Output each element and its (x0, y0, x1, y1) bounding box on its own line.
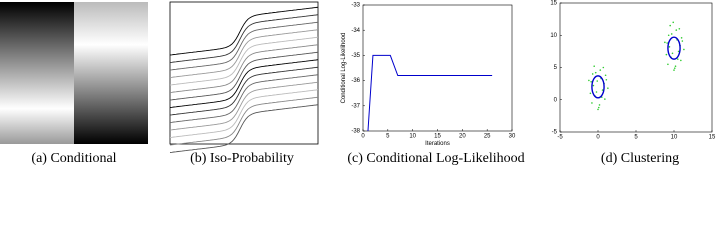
iso-curve (169, 66, 319, 116)
iso-curve (169, 14, 319, 63)
caption: (d) Clustering (601, 151, 679, 166)
point (664, 41, 666, 44)
x-tick-label: 30 (509, 134, 516, 140)
iso-curve (169, 51, 319, 101)
y-tick-label: -37 (351, 103, 360, 109)
line (367, 54, 493, 132)
point (597, 108, 599, 111)
point (683, 48, 685, 51)
point (678, 28, 681, 30)
x-tick-label: -5 (557, 135, 563, 141)
y-tick-label: 15 (550, 1, 557, 7)
x-tick-label: 5 (386, 134, 390, 140)
point (596, 80, 599, 82)
y-tick-label: -5 (552, 130, 558, 136)
caption: (c) Conditional Log-Likelihood (347, 151, 524, 166)
iso-curve (169, 89, 319, 138)
panel-a-image (0, 2, 148, 144)
point (680, 59, 682, 62)
iso-curve (169, 59, 319, 108)
point (604, 74, 607, 77)
point (589, 92, 592, 95)
point (680, 37, 683, 39)
point (599, 69, 602, 71)
y-tick-label: -35 (351, 53, 360, 59)
y-tick-label: 5 (554, 65, 558, 71)
x-tick-label: 0 (596, 135, 600, 141)
image-right (74, 2, 148, 144)
point (593, 65, 595, 68)
point (591, 73, 594, 75)
iso-curve (169, 29, 319, 78)
point (671, 52, 674, 55)
image-left (0, 2, 74, 144)
point (667, 34, 670, 37)
figure: (a) Conditional (b) Iso-Probability (c) … (0, 1, 716, 166)
point (602, 66, 605, 69)
caption: (a) Conditional (31, 151, 116, 166)
cluster-ellipse (591, 75, 605, 99)
x-tick-label: 25 (484, 134, 491, 140)
iso-curve (169, 96, 319, 146)
point (668, 46, 671, 48)
point (604, 98, 606, 100)
panel-b-contours (169, 1, 319, 153)
point (674, 65, 677, 68)
point (672, 21, 675, 24)
y-tick-label: 0 (554, 97, 558, 103)
x-tick-label: 15 (709, 135, 716, 141)
iso-curve (169, 21, 319, 71)
x-tick-label: 0 (361, 134, 365, 140)
iso-curve (169, 44, 319, 93)
point (667, 63, 669, 66)
point (670, 33, 673, 35)
y-tick-label: -33 (351, 3, 360, 9)
plot-frame (362, 4, 513, 132)
point (673, 67, 676, 69)
x-axis-label: Iterations (425, 141, 450, 147)
point (590, 80, 592, 83)
point (673, 69, 675, 71)
point (675, 29, 678, 31)
point (681, 40, 684, 42)
point (665, 53, 668, 56)
point (601, 89, 604, 91)
point (597, 106, 600, 109)
x-tick-label: 5 (634, 135, 638, 141)
point (677, 50, 680, 53)
x-tick-label: 20 (459, 134, 466, 140)
y-tick-label: -36 (351, 78, 360, 84)
point (588, 79, 590, 82)
caption: (b) Iso-Probability (190, 151, 294, 166)
iso-curve (169, 81, 319, 131)
point (669, 24, 671, 27)
y-tick-label: -38 (351, 129, 360, 135)
cluster-ellipse (667, 36, 681, 60)
y-axis-label: Conditional Log-Likelihood (341, 33, 347, 104)
x-tick-label: 15 (434, 134, 441, 140)
x-tick-label: 10 (409, 134, 416, 140)
iso-curve (169, 74, 319, 123)
iso-curve (169, 36, 319, 86)
y-tick-label: 10 (550, 33, 557, 39)
iso-curve (169, 6, 319, 56)
point (595, 91, 598, 93)
iso-curve (169, 104, 319, 153)
point (666, 42, 668, 44)
point (594, 71, 597, 74)
point (605, 78, 608, 81)
point (598, 104, 601, 106)
point (677, 58, 679, 60)
plot-frame (169, 1, 319, 145)
plot-frame (559, 2, 713, 133)
x-tick-label: 10 (671, 135, 678, 141)
point (591, 102, 593, 104)
point (592, 84, 595, 87)
y-tick-label: -34 (351, 28, 360, 34)
point (607, 87, 609, 89)
